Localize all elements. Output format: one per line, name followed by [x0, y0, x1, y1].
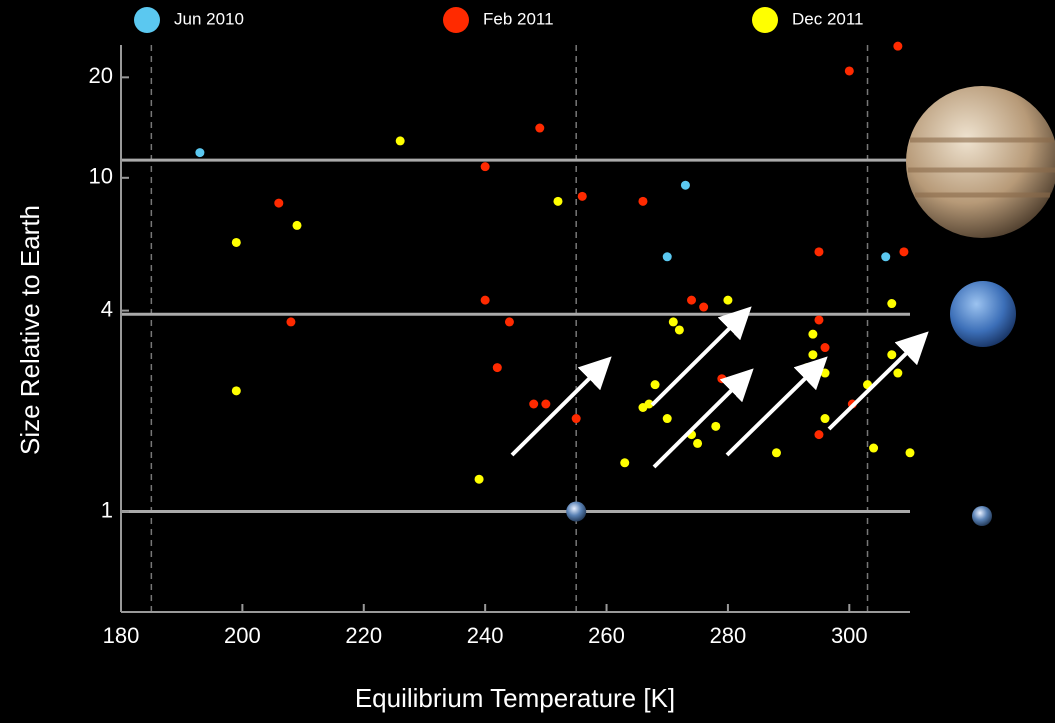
point	[480, 162, 490, 172]
point	[620, 458, 630, 468]
arrow	[827, 331, 929, 431]
legend-label: Feb 2011	[483, 9, 554, 28]
point	[541, 399, 551, 409]
x-tick-label: 300	[831, 623, 868, 648]
point	[674, 325, 684, 335]
point	[844, 66, 854, 76]
point	[577, 191, 587, 201]
point	[662, 414, 672, 424]
point	[723, 295, 733, 305]
arrow	[510, 356, 612, 457]
neptune-image	[950, 281, 1016, 347]
point	[492, 363, 502, 373]
x-tick-label: 260	[588, 623, 625, 648]
point	[808, 329, 818, 339]
plot-area: 180 200 220 240 260 280 300 1 4 10 20	[89, 41, 915, 648]
point	[905, 448, 915, 458]
point	[650, 380, 660, 390]
point	[231, 237, 241, 247]
point	[814, 430, 824, 440]
legend-swatch	[443, 7, 469, 33]
earth-image	[972, 506, 992, 526]
arrow	[725, 356, 828, 457]
point	[680, 180, 690, 190]
point	[771, 448, 781, 458]
x-tick-label: 220	[345, 623, 382, 648]
point	[286, 317, 296, 327]
legend-swatch	[752, 7, 778, 33]
y-tick-label: 1	[101, 497, 113, 522]
point	[687, 295, 697, 305]
point	[553, 196, 563, 206]
x-tick-label: 200	[224, 623, 261, 648]
point	[814, 247, 824, 257]
arrow	[652, 368, 754, 469]
y-axis-title: Size Relative to Earth	[15, 205, 45, 455]
earth-marker	[566, 501, 587, 522]
point	[820, 343, 830, 353]
point	[571, 414, 581, 424]
point	[881, 252, 891, 262]
point	[869, 443, 879, 453]
legend-label: Jun 2010	[174, 9, 244, 28]
point	[395, 136, 405, 146]
point	[711, 421, 721, 431]
point	[274, 198, 284, 208]
x-tick-label: 280	[710, 623, 747, 648]
point	[529, 399, 539, 409]
point	[195, 148, 205, 158]
point	[893, 41, 903, 51]
arrow	[650, 306, 752, 407]
point	[887, 299, 897, 309]
point	[638, 402, 648, 412]
legend-swatch	[134, 7, 160, 33]
point	[535, 123, 545, 133]
point	[802, 363, 812, 373]
y-tick-label: 10	[89, 164, 113, 189]
point	[292, 220, 302, 230]
x-tick-label: 180	[103, 623, 140, 648]
arrows	[510, 306, 929, 469]
point	[693, 438, 703, 448]
point	[668, 317, 678, 327]
x-tick-label: 240	[467, 623, 504, 648]
y-tick-label: 20	[89, 63, 113, 88]
y-tick-label: 4	[101, 296, 113, 321]
point	[814, 315, 824, 325]
point	[699, 302, 709, 312]
planet-images	[906, 86, 1055, 526]
point	[899, 247, 909, 257]
jupiter-bands	[908, 137, 1055, 198]
point	[638, 196, 648, 206]
point	[820, 368, 830, 378]
point	[717, 374, 727, 384]
point	[480, 295, 490, 305]
point	[231, 386, 241, 396]
point	[474, 474, 484, 484]
point	[893, 368, 903, 378]
point	[820, 414, 830, 424]
legend-label: Dec 2011	[792, 9, 864, 28]
x-axis-title: Equilibrium Temperature [K]	[355, 683, 675, 713]
point	[808, 350, 818, 360]
jupiter-image	[906, 86, 1055, 238]
point	[662, 252, 672, 262]
point	[504, 317, 514, 327]
point	[887, 350, 897, 360]
